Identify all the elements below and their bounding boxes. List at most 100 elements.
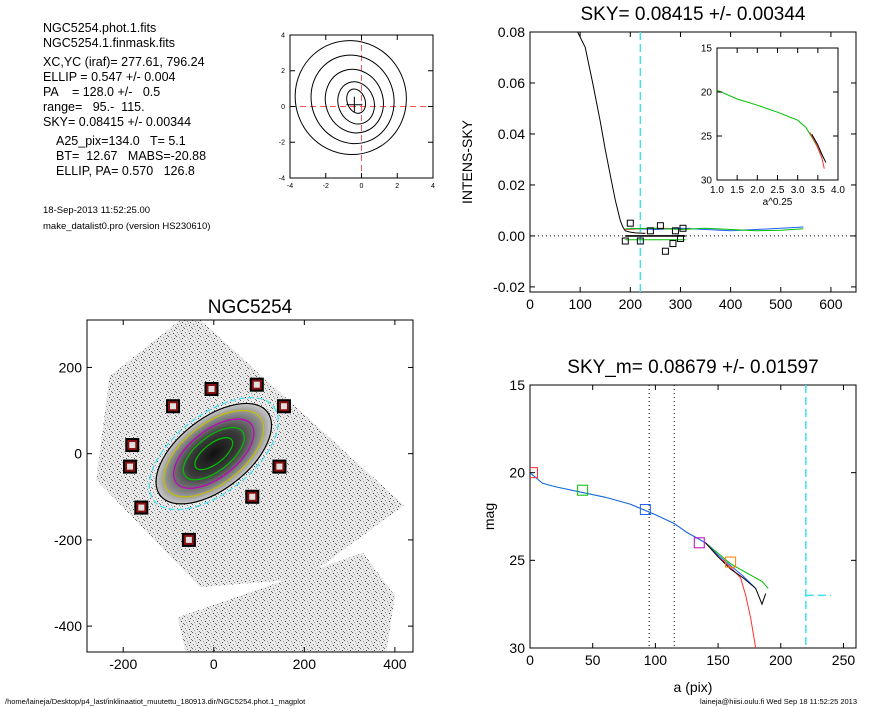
sky-title: SKY= 0.08415 +/- 0.00344 [580,4,805,25]
y-tick-label: 30 [701,176,713,187]
info-line: range= 95.- 115. [43,100,145,114]
sky-plot-area [530,32,856,292]
mag-plot-area [530,385,831,648]
x-tick-label: 600 [819,296,843,312]
masked-star-core [127,463,134,470]
isophote-ellipse [194,437,234,471]
info-block: NGC5254.phot.1.fits NGC5254.1.finmask.fi… [43,21,206,179]
image-frame [86,319,414,653]
x-tick-label: 100 [644,652,668,668]
x-tick-label: 0 [360,183,364,190]
x-tick-label: 200 [293,656,317,672]
x-tick-label: 3.0 [791,185,805,196]
x-tick-label: 2.0 [750,185,764,196]
masked-star-core [249,493,256,500]
y-tick-label: 15 [509,377,525,393]
y-tick-label: -400 [54,618,82,634]
contour-line [337,81,375,125]
timestamp: 18-Sep-2013 11:52:25.00 [43,205,151,216]
isophote-ellipse [182,426,245,481]
mag-marker [577,484,589,496]
masked-star-core [280,403,287,410]
info-line: A25_pix=134.0 T= 5.1 [56,134,186,148]
x-tick-label: 2 [395,183,399,190]
info-line: NGC5254.phot.1.fits [43,21,157,35]
image-footprint-lower [177,552,395,652]
sky-series-line [630,226,804,232]
mag-frame [529,384,857,649]
mag-marker [530,467,539,479]
mag-series-line [705,542,757,648]
inset-bg [717,48,838,180]
info-line: ELLIP = 0.547 +/- 0.004 [43,70,176,84]
x-tick-label: 300 [669,296,693,312]
masked-star-core [208,385,215,392]
mag-marker [693,537,705,549]
isophote-ellipse [163,409,265,498]
info-line: BT= 12.67 MABS=-20.88 [56,149,207,163]
y-tick-label: -200 [54,532,82,548]
image-title: NGC5254 [208,297,293,318]
contour-line [346,88,367,114]
x-tick-label: 150 [706,652,730,668]
x-tick-label: 4 [431,183,435,190]
sky-marker [676,234,684,242]
y-tick-label: 0.06 [498,75,525,91]
masked-star-core [276,463,283,470]
x-tick-label: 250 [832,652,856,668]
y-tick-label: 0.04 [498,126,525,142]
sky-marker [669,240,677,248]
x-tick-label: 0 [210,656,218,672]
x-tick-label: 200 [619,296,643,312]
inset-xlabel: a^0.25 [763,197,793,208]
info-line: SKY= 0.08415 +/- 0.00344 [43,115,192,129]
y-tick-label: 15 [701,44,713,55]
sky-marker [679,224,687,232]
masked-star-core [253,381,260,388]
info-line: PA = 128.0 +/- 0.5 [43,85,161,99]
contour-line [294,40,407,156]
x-tick-label: 400 [383,656,407,672]
galaxy-body [156,403,272,504]
x-tick-label: 1.5 [730,185,744,196]
y-tick-label: -0.02 [493,279,525,295]
y-tick-label: 4 [281,32,285,39]
footer-user-stamp: laineja@hiisi.oulu.fi Wed Sep 18 11:52:2… [700,697,858,706]
mag-series-line [530,472,769,589]
y-tick-label: 20 [509,465,525,481]
inset-series-line [811,133,827,163]
isophote-ellipse [155,402,273,505]
mag-series-line [530,472,757,589]
sky-series-line [577,32,646,234]
isophote-ellipse [173,418,255,489]
mag-marker [639,503,651,515]
mag-marker [725,556,737,568]
x-tick-label: 200 [769,652,793,668]
x-tick-label: 2.5 [771,185,785,196]
x-tick-label: 500 [769,296,793,312]
sky-marker [646,227,654,235]
y-tick-label: 200 [59,359,83,375]
sky-ylabel: INTENS-SKY [459,119,475,204]
sky-marker [621,237,629,245]
sky-marker [661,247,669,255]
y-tick-label: 0.02 [498,177,525,193]
y-tick-label: -2 [279,140,285,147]
y-tick-label: 0.00 [498,228,525,244]
y-tick-label: -4 [279,175,285,182]
contour-line [310,54,395,145]
y-tick-label: 0.08 [498,24,525,40]
sky-frame [529,31,857,293]
inset-series-line [809,132,825,169]
image-area [96,320,404,652]
x-tick-label: 4.0 [831,185,845,196]
masked-star-core [170,403,177,410]
masked-star-core [185,536,192,543]
y-tick-label: 25 [509,552,525,568]
x-tick-label: 50 [585,652,601,668]
x-tick-label: 0 [526,296,534,312]
y-tick-label: 0 [74,446,82,462]
x-tick-label: 100 [568,296,592,312]
masked-star-core [138,504,145,511]
